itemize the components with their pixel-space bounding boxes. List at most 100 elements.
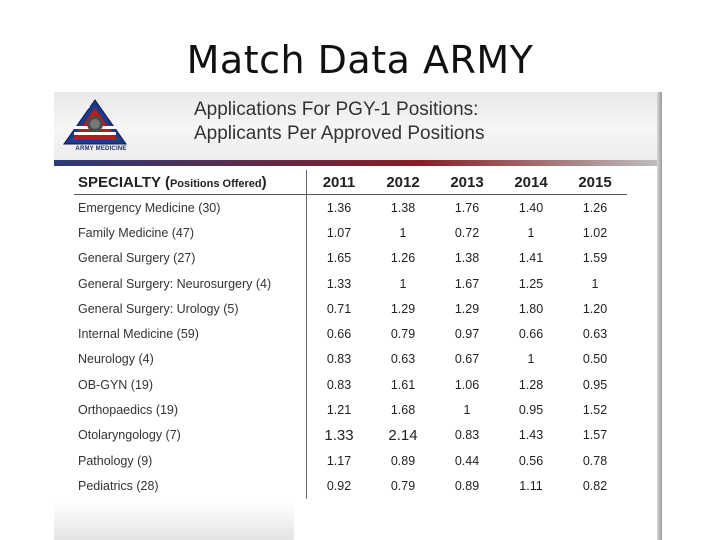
specialty-cell: Family Medicine (47)	[74, 220, 307, 246]
value-cell: 0.67	[454, 352, 480, 367]
value-cell: 1.21	[326, 403, 352, 418]
value-cell: 1.02	[582, 225, 608, 240]
value-cell: 1	[399, 225, 407, 240]
value-cell: 1.38	[454, 251, 480, 266]
table-header-row: SPECIALTY (Positions Offered) 2011 2012 …	[74, 170, 627, 195]
value-cell: 1.40	[518, 200, 544, 215]
value-cell: 1	[463, 403, 471, 418]
specialty-cell: Internal Medicine (59)	[74, 321, 307, 347]
faded-overlay	[54, 502, 294, 540]
specialty-cell: General Surgery: Neurosurgery (4)	[74, 270, 307, 297]
specialty-cell: OB-GYN (19)	[74, 372, 307, 398]
value-cell: 1.20	[582, 301, 608, 316]
value-cell: 1	[591, 276, 599, 291]
table-row: Emergency Medicine (30) 1.36 1.38 1.76 1.40 1…	[74, 194, 627, 221]
header-line-2: Applicants Per Approved Positions	[194, 123, 485, 144]
table-row: General Surgery: Urology (5) 0.71 1.29 1.29…	[74, 296, 627, 322]
slide-title: Match Data ARMY	[186, 38, 534, 82]
value-cell: 1.57	[582, 428, 608, 443]
specialty-cell: Pathology (9)	[74, 447, 307, 474]
value-cell: 0.44	[454, 453, 480, 468]
value-cell: 0.66	[518, 327, 544, 342]
value-cell: 1.68	[390, 403, 416, 418]
value-cell: 0.63	[390, 352, 416, 367]
value-cell: 1	[399, 276, 407, 291]
panel-edge	[657, 92, 662, 540]
value-cell: 1.52	[582, 403, 608, 418]
value-cell: 1.25	[518, 276, 544, 291]
value-cell: 0.89	[454, 478, 480, 493]
year-header: 2012	[371, 170, 435, 195]
value-cell: 1.07	[326, 225, 352, 240]
year-header: 2011	[306, 170, 371, 195]
table-row: Otolaryngology (7) 1.33 2.14 0.83 1.43 1.57	[74, 422, 627, 448]
value-cell: 0.72	[454, 225, 480, 240]
value-cell: 0.83	[454, 428, 480, 443]
value-cell: 1.33	[326, 276, 352, 291]
value-cell: 0.79	[390, 327, 416, 342]
value-cell: 0.95	[518, 403, 544, 418]
value-cell: 1.28	[518, 377, 544, 392]
table-row: General Surgery: Neurosurgery (4) 1.33 1 1.…	[74, 270, 627, 297]
specialty-cell: General Surgery (27)	[74, 245, 307, 271]
specialty-cell: Otolaryngology (7)	[74, 422, 307, 448]
value-cell: 1.29	[454, 301, 480, 316]
value-cell: 0.56	[518, 453, 544, 468]
year-header: 2014	[499, 170, 563, 195]
specialty-cell: Emergency Medicine (30)	[74, 194, 307, 221]
header-title: Applications For PGY-1 Positions: Applic…	[194, 98, 484, 146]
value-cell: 0.50	[582, 352, 608, 367]
value-cell: 1.67	[454, 276, 480, 291]
value-cell: 1.41	[518, 251, 544, 266]
table-row: Internal Medicine (59) 0.66 0.79 0.97 0.66 0.…	[74, 321, 627, 347]
year-header: 2015	[563, 170, 627, 195]
value-cell: 0.89	[390, 453, 416, 468]
value-cell: 0.95	[582, 377, 608, 392]
value-cell: 1.33	[324, 426, 354, 444]
table-row: OB-GYN (19) 0.83 1.61 1.06 1.28 0.95	[74, 372, 627, 398]
value-cell: 1.76	[454, 200, 480, 215]
value-cell: 0.66	[326, 327, 352, 342]
logo-text: ARMY MEDICINE	[75, 146, 127, 152]
value-cell: 0.97	[454, 327, 480, 342]
value-cell: 0.92	[326, 478, 352, 493]
value-cell: 1.11	[519, 478, 543, 493]
value-cell: 0.83	[326, 377, 352, 392]
value-cell: 1.65	[326, 251, 352, 266]
applicants-table: SPECIALTY (Positions Offered) 2011 2012 …	[74, 170, 627, 499]
value-cell: 1.29	[390, 301, 416, 316]
table-row: Pathology (9) 1.17 0.89 0.44 0.56 0.78	[74, 447, 627, 474]
table-row: Orthopaedics (19) 1.21 1.68 1 0.95 1.52	[74, 397, 627, 423]
value-cell: 1.36	[326, 200, 352, 215]
value-cell: 0.79	[390, 478, 416, 493]
table-row: Pediatrics (28) 0.92 0.79 0.89 1.11 0.82	[74, 473, 627, 499]
slide-image-panel: ARMY MEDICINE Applications For PGY-1 Pos…	[54, 92, 662, 540]
specialty-cell: Orthopaedics (19)	[74, 397, 307, 423]
value-cell: 1.59	[582, 251, 608, 266]
army-medicine-logo: ARMY MEDICINE	[60, 98, 130, 156]
value-cell: 0.82	[582, 478, 608, 493]
specialty-cell: Neurology (4)	[74, 346, 307, 373]
value-cell: 1.43	[518, 428, 544, 443]
header-band: ARMY MEDICINE Applications For PGY-1 Pos…	[54, 92, 662, 166]
value-cell: 1.80	[518, 301, 544, 316]
table-row: Family Medicine (47) 1.07 1 0.72 1 1.02	[74, 220, 627, 246]
table-row: Neurology (4) 0.83 0.63 0.67 1 0.50	[74, 346, 627, 373]
value-cell: 1.26	[390, 251, 416, 266]
value-cell: 0.83	[326, 352, 352, 367]
value-cell: 1	[527, 225, 535, 240]
value-cell: 2.14	[388, 426, 418, 444]
value-cell: 1.38	[390, 200, 416, 215]
value-cell: 0.63	[582, 327, 608, 342]
value-cell: 0.78	[582, 453, 608, 468]
value-cell: 1	[527, 352, 535, 367]
header-line-1: Applications For PGY-1 Positions:	[194, 99, 479, 120]
specialty-cell: General Surgery: Urology (5)	[74, 296, 307, 322]
table-row: General Surgery (27) 1.65 1.26 1.38 1.41 1.59	[74, 245, 627, 271]
value-cell: 0.71	[326, 301, 352, 316]
value-cell: 1.06	[454, 377, 480, 392]
value-cell: 1.26	[582, 200, 608, 215]
specialty-cell: Pediatrics (28)	[74, 473, 307, 499]
value-cell: 1.17	[326, 453, 352, 468]
specialty-column-header: SPECIALTY (Positions Offered)	[74, 170, 307, 195]
